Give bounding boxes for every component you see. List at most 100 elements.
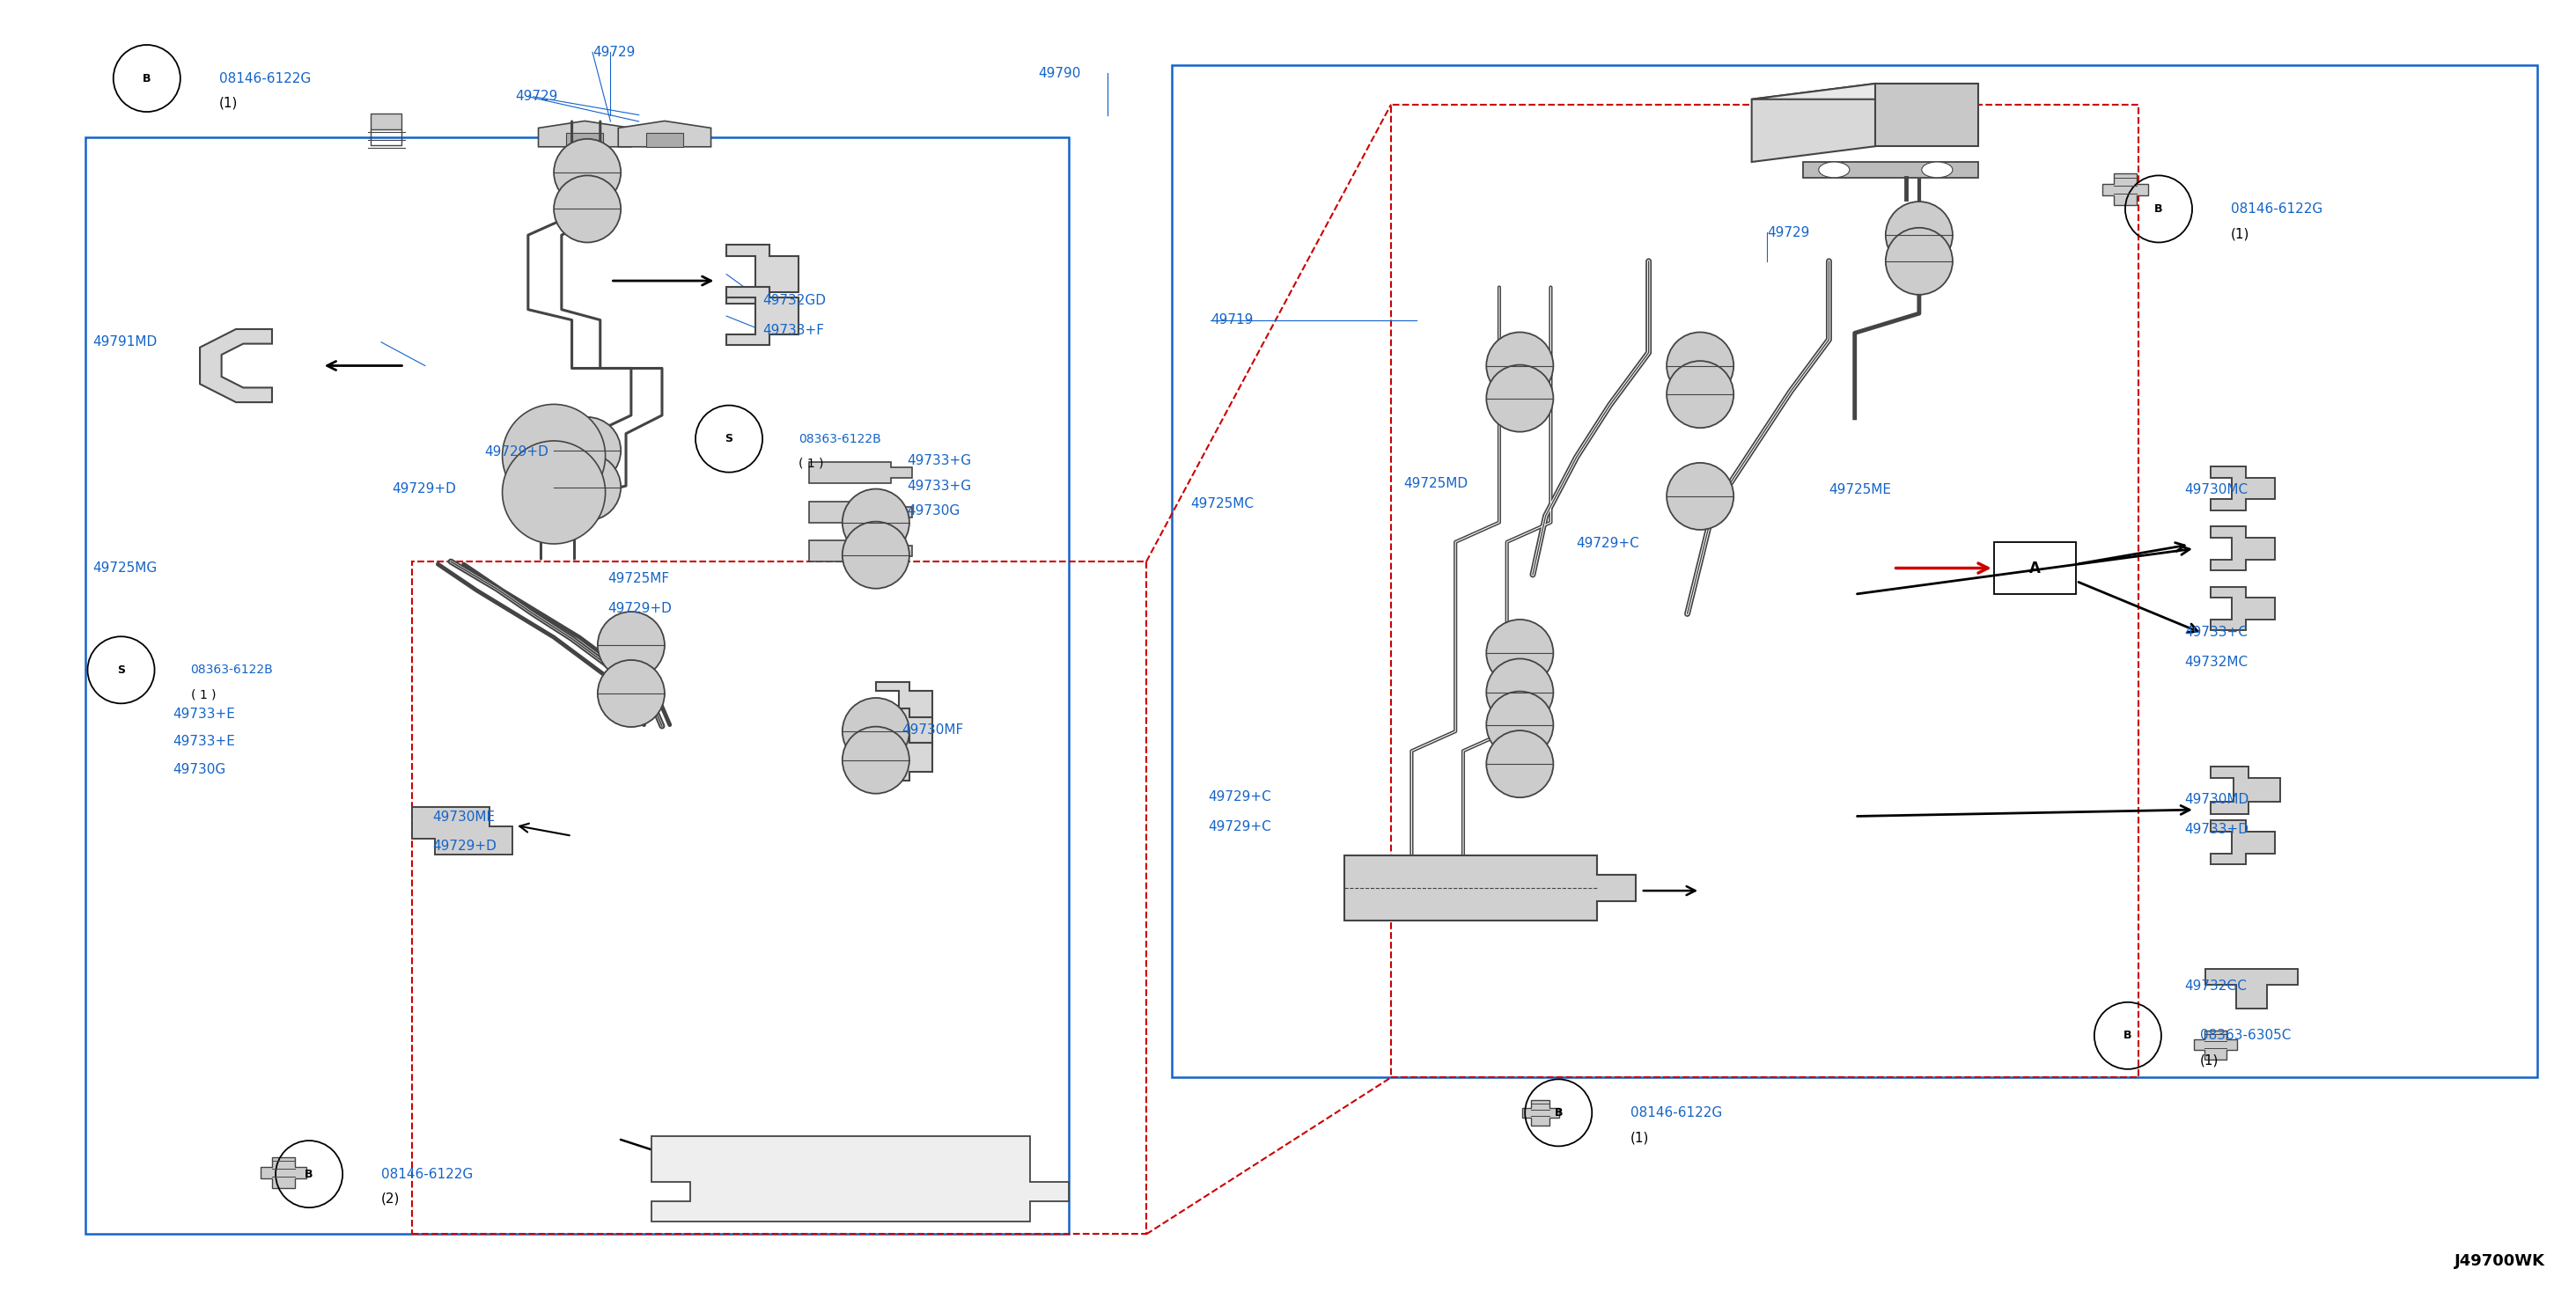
Polygon shape xyxy=(876,734,933,781)
Text: 49725MG: 49725MG xyxy=(93,562,157,575)
Text: B: B xyxy=(304,1169,314,1179)
Text: 49733+D: 49733+D xyxy=(2184,823,2249,836)
Text: 49733+F: 49733+F xyxy=(762,324,824,337)
Polygon shape xyxy=(809,502,912,522)
Text: 49729+C: 49729+C xyxy=(1208,790,1273,803)
Text: 49729: 49729 xyxy=(592,46,636,59)
Polygon shape xyxy=(876,708,933,755)
Text: (1): (1) xyxy=(219,97,237,110)
Ellipse shape xyxy=(1886,227,1953,295)
Polygon shape xyxy=(2210,466,2275,511)
Ellipse shape xyxy=(842,488,909,556)
Text: 49719: 49719 xyxy=(1211,313,1255,326)
Text: 49729: 49729 xyxy=(515,90,559,103)
Text: (1): (1) xyxy=(2200,1054,2218,1067)
Text: B: B xyxy=(142,73,152,84)
Polygon shape xyxy=(201,329,273,402)
Text: 08146-6122G: 08146-6122G xyxy=(219,72,312,85)
Polygon shape xyxy=(1522,1100,1558,1126)
Bar xyxy=(412,562,1146,1234)
Ellipse shape xyxy=(842,726,909,794)
Ellipse shape xyxy=(842,521,909,589)
Text: 49730ME: 49730ME xyxy=(433,811,495,824)
Ellipse shape xyxy=(1486,730,1553,798)
Text: 49729+D: 49729+D xyxy=(484,445,549,458)
Polygon shape xyxy=(1752,84,1875,162)
Ellipse shape xyxy=(598,660,665,727)
Text: (2): (2) xyxy=(381,1192,399,1205)
Polygon shape xyxy=(2102,174,2148,205)
Text: B: B xyxy=(2123,1030,2133,1041)
Polygon shape xyxy=(1875,84,1978,146)
Ellipse shape xyxy=(1486,658,1553,726)
Text: 49732GD: 49732GD xyxy=(762,294,827,307)
Ellipse shape xyxy=(1886,201,1953,269)
Text: 49733+G: 49733+G xyxy=(907,479,971,492)
Text: 49729+D: 49729+D xyxy=(433,840,497,853)
Polygon shape xyxy=(876,682,933,729)
Text: 49729+D: 49729+D xyxy=(608,602,672,615)
Text: 49725ME: 49725ME xyxy=(1829,483,1891,496)
Text: 49733+C: 49733+C xyxy=(2184,626,2249,639)
Ellipse shape xyxy=(598,611,665,679)
Text: S: S xyxy=(116,665,126,675)
Polygon shape xyxy=(726,246,799,303)
Circle shape xyxy=(1922,162,1953,178)
Text: 49790: 49790 xyxy=(1038,67,1082,80)
Polygon shape xyxy=(567,133,603,146)
Polygon shape xyxy=(260,1157,307,1188)
Text: 49729: 49729 xyxy=(1767,226,1811,239)
Ellipse shape xyxy=(1486,691,1553,759)
Text: B: B xyxy=(2154,204,2164,214)
Polygon shape xyxy=(1345,855,1636,921)
Text: 49791MD: 49791MD xyxy=(93,336,157,349)
Ellipse shape xyxy=(1486,619,1553,687)
Ellipse shape xyxy=(554,417,621,485)
Polygon shape xyxy=(371,114,402,129)
Polygon shape xyxy=(2205,969,2298,1008)
Text: 49730MC: 49730MC xyxy=(2184,483,2249,496)
Text: (1): (1) xyxy=(1631,1131,1649,1144)
Ellipse shape xyxy=(554,138,621,206)
Text: ( 1 ): ( 1 ) xyxy=(799,457,824,470)
Text: ( 1 ): ( 1 ) xyxy=(191,688,216,701)
Ellipse shape xyxy=(502,405,605,507)
Text: A: A xyxy=(2030,560,2040,576)
Ellipse shape xyxy=(554,175,621,243)
Text: 49732MC: 49732MC xyxy=(2184,656,2249,669)
Ellipse shape xyxy=(502,441,605,543)
Polygon shape xyxy=(652,1136,1069,1221)
Ellipse shape xyxy=(842,697,909,765)
Text: 49730MD: 49730MD xyxy=(2184,793,2249,806)
Polygon shape xyxy=(1752,84,1978,99)
Ellipse shape xyxy=(1667,462,1734,530)
Text: B: B xyxy=(1553,1107,1564,1118)
Ellipse shape xyxy=(554,453,621,521)
Text: (1): (1) xyxy=(2231,227,2249,240)
Ellipse shape xyxy=(1486,364,1553,432)
Text: 49733+G: 49733+G xyxy=(907,454,971,468)
Polygon shape xyxy=(809,462,912,483)
Text: 49733+E: 49733+E xyxy=(173,708,234,721)
Text: 49729+C: 49729+C xyxy=(1577,537,1641,550)
Text: 49725MD: 49725MD xyxy=(1404,477,1468,490)
Text: J49700WK: J49700WK xyxy=(2455,1254,2545,1269)
Polygon shape xyxy=(538,121,631,146)
Text: 08146-6122G: 08146-6122G xyxy=(2231,202,2324,215)
Polygon shape xyxy=(2210,586,2275,631)
Bar xyxy=(1172,65,2537,1077)
Polygon shape xyxy=(726,287,799,345)
Ellipse shape xyxy=(1486,332,1553,400)
Polygon shape xyxy=(809,541,912,562)
Polygon shape xyxy=(412,807,513,854)
Ellipse shape xyxy=(1667,360,1734,428)
Circle shape xyxy=(1819,162,1850,178)
Text: 49729+C: 49729+C xyxy=(1208,820,1273,833)
Text: 08146-6122G: 08146-6122G xyxy=(1631,1106,1723,1119)
Polygon shape xyxy=(2210,526,2275,571)
Text: 49725MF: 49725MF xyxy=(608,572,670,585)
Text: 08363-6122B: 08363-6122B xyxy=(191,663,273,677)
Text: 49730G: 49730G xyxy=(907,504,961,517)
Text: 49732GC: 49732GC xyxy=(2184,980,2246,993)
Text: 49730G: 49730G xyxy=(173,763,227,776)
